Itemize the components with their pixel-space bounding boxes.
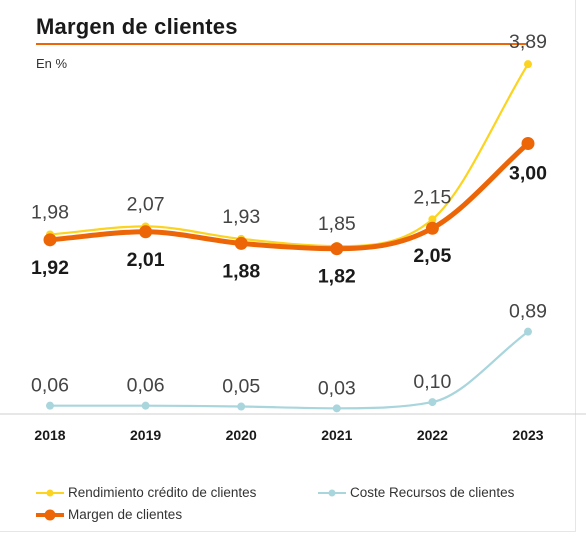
point-coste-2022 — [428, 398, 437, 407]
data-label-rendimiento-2018: 1,98 — [31, 201, 69, 223]
legend-swatch-rendimiento — [36, 488, 64, 498]
legend-label-rendimiento: Rendimiento crédito de clientes — [68, 485, 257, 500]
line-rendimiento — [48, 63, 530, 248]
legend-label-coste: Coste Recursos de clientes — [350, 485, 515, 500]
point-rendimiento-2023 — [524, 60, 532, 69]
data-labels: 1,98 2,07 1,93 1,85 2,15 3,89 0,06 0,06 0,05 0,03… — [31, 31, 547, 399]
point-coste-2018 — [46, 401, 54, 410]
point-margen-2018 — [43, 233, 57, 247]
legend-dot-rendimiento — [46, 489, 54, 496]
point-margen-2020 — [234, 236, 248, 250]
x-tick-label-2020: 2020 — [226, 427, 257, 443]
data-label-margen-2019: 2,01 — [127, 249, 165, 271]
data-label-rendimiento-2019: 2,07 — [127, 193, 165, 215]
data-label-margen-2020: 1,88 — [222, 260, 260, 282]
data-label-rendimiento-2021: 1,85 — [318, 213, 356, 235]
point-margen-2022 — [425, 221, 439, 235]
data-label-coste-2019: 0,06 — [127, 375, 165, 397]
legend-swatch-margen — [36, 509, 64, 521]
legend-item-margen: Margen de clientes — [36, 507, 182, 522]
data-label-rendimiento-2022: 2,15 — [413, 186, 451, 208]
legend-item-rendimiento: Rendimiento crédito de clientes — [36, 485, 256, 500]
x-tick-label-2018: 2018 — [34, 427, 65, 443]
data-label-margen-2021: 1,82 — [318, 266, 356, 288]
legend-swatch-coste — [318, 488, 346, 498]
data-label-coste-2022: 0,10 — [413, 371, 451, 393]
point-coste-2023 — [524, 327, 532, 336]
legend-dot-coste — [328, 489, 336, 496]
point-margen-2019 — [139, 225, 153, 239]
chart-title: Margen de clientes — [36, 14, 238, 39]
point-coste-2021 — [332, 404, 341, 413]
point-coste-2019 — [141, 401, 150, 410]
data-label-coste-2021: 0,03 — [318, 377, 356, 399]
x-tick-label-2021: 2021 — [321, 427, 352, 443]
line-coste — [48, 330, 530, 410]
data-label-margen-2018: 1,92 — [31, 257, 69, 279]
data-label-rendimiento-2023: 3,89 — [509, 31, 547, 53]
unit-label: En % — [36, 56, 68, 71]
series-points — [43, 60, 535, 413]
x-tick-label-2022: 2022 — [417, 427, 448, 443]
chart-frame — [0, 0, 576, 532]
legend-dot-margen — [44, 509, 56, 520]
data-label-coste-2020: 0,05 — [222, 376, 260, 398]
data-label-margen-2023: 3,00 — [509, 163, 547, 185]
point-rendimiento-2022 — [428, 215, 437, 224]
x-tick-label-2019: 2019 — [130, 427, 161, 443]
data-label-coste-2023: 0,89 — [509, 301, 547, 323]
series-lines — [47, 63, 531, 410]
legend-item-coste: Coste Recursos de clientes — [318, 485, 514, 500]
line-margen — [47, 141, 531, 252]
data-label-margen-2022: 2,05 — [413, 245, 451, 267]
legend-label-margen: Margen de clientes — [68, 507, 183, 522]
title-underline — [36, 43, 526, 45]
x-tick-label-2023: 2023 — [512, 427, 543, 443]
point-coste-2020 — [237, 402, 246, 411]
point-margen-2023 — [521, 137, 535, 151]
x-tick-labels: 2018 2019 2020 2021 2022 2023 — [34, 427, 543, 443]
point-margen-2021 — [330, 242, 344, 256]
data-label-rendimiento-2020: 1,93 — [222, 206, 260, 228]
data-label-coste-2018: 0,06 — [31, 375, 69, 397]
